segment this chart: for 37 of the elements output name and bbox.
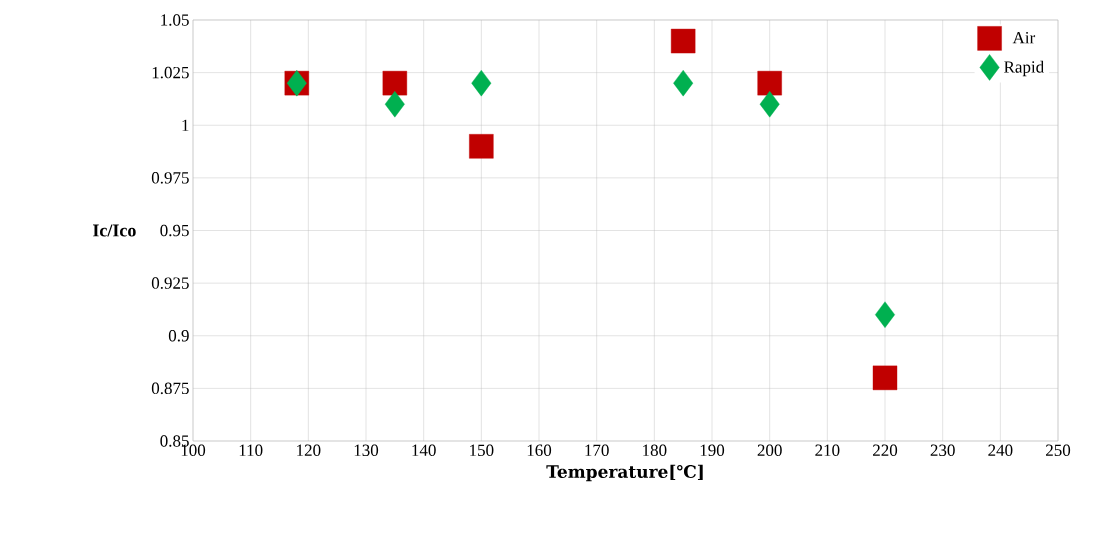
x-tick-label: 220 [873,444,898,456]
x-tick-label: 250 [1046,444,1071,456]
x-tick-label: 240 [988,444,1013,456]
x-tick-label: 130 [354,444,379,456]
point [673,69,694,97]
point [469,134,494,159]
point [384,91,405,118]
x-tick-label: 170 [585,444,609,456]
y-tick-label: 1.05 [161,14,189,26]
y-tick-label: 0.95 [160,224,189,237]
x-tick-label: 150 [470,444,494,456]
x-tick-label: 160 [527,444,552,456]
x-tick-label: 230 [930,444,955,456]
y-tick-label: 0.9 [168,329,189,342]
x-tick-label: 190 [700,444,725,456]
y-tick-label: 0.975 [151,172,189,184]
point [872,365,898,391]
x-tick-label: 200 [757,444,782,456]
point [759,91,780,118]
point [670,28,696,54]
legend-label: Air [1012,32,1036,44]
x-tick-label: 210 [815,444,840,456]
point [382,70,408,96]
point [757,70,782,96]
point [875,301,895,328]
y-tick-label: 0.925 [151,277,189,289]
y-axis-title: Ic/Ico [93,224,136,237]
y-tick-label: 1.025 [152,66,189,79]
point [471,69,492,97]
x-tick-label: 120 [297,444,321,456]
y-tick-label: 0.875 [151,382,189,395]
x-tick-label: 140 [412,444,436,456]
y-tick-label: 1 [182,119,189,131]
x-tick-label: 180 [643,444,667,456]
x-axis-title: Temperature[℃] [546,464,703,482]
legend-label: Rapid [1004,60,1044,77]
x-tick-label: 110 [239,444,263,456]
